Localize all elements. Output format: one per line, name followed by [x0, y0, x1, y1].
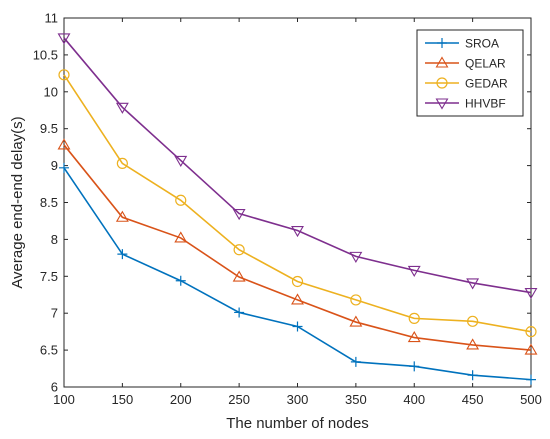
legend-label-qelar: QELAR — [465, 57, 506, 71]
data-point-sroa — [350, 356, 361, 367]
data-point-hhvbf — [407, 265, 421, 277]
series-qelar — [57, 138, 538, 355]
x-tick-label: 450 — [462, 392, 484, 407]
legend-marker-sroa — [437, 38, 447, 48]
data-point-hhvbf — [349, 251, 363, 263]
data-point-gedar — [291, 275, 304, 288]
y-tick-label: 6.5 — [40, 343, 58, 358]
legend-marker-hhvbf — [435, 98, 449, 110]
data-point-gedar — [233, 244, 245, 256]
data-point-qelar — [291, 293, 304, 305]
legend-marker-gedar — [436, 77, 448, 89]
x-tick-label: 400 — [403, 392, 425, 407]
legend-box — [416, 29, 524, 117]
data-point-qelar — [57, 138, 71, 150]
data-point-qelar — [115, 210, 129, 222]
data-point-sroa — [117, 249, 128, 260]
x-tick-label: 250 — [228, 392, 250, 407]
x-tick-label: 300 — [287, 392, 309, 407]
data-point-gedar — [408, 312, 420, 324]
data-point-qelar — [349, 315, 363, 327]
series-line-gedar — [63, 74, 532, 333]
data-point-qelar — [407, 330, 421, 343]
series-line-hhvbf — [63, 37, 532, 294]
data-point-sroa — [234, 307, 245, 318]
data-point-gedar — [116, 157, 128, 169]
y-tick-label: 7.5 — [40, 269, 58, 284]
legend-label-gedar: GEDAR — [465, 77, 508, 91]
data-point-gedar — [525, 326, 537, 338]
data-point-hhvbf — [174, 155, 188, 168]
data-point-sroa — [409, 361, 420, 372]
data-point-hhvbf — [232, 209, 246, 221]
data-point-qelar — [174, 231, 188, 243]
data-point-sroa — [467, 370, 478, 381]
data-point-hhvbf — [291, 225, 304, 238]
series-line-qelar — [63, 144, 532, 351]
data-point-gedar — [58, 69, 70, 81]
x-tick-label: 150 — [112, 392, 134, 407]
data-point-sroa — [292, 321, 303, 332]
x-axis-label: The number of nodes — [226, 415, 369, 432]
x-tick-label: 500 — [520, 392, 542, 407]
data-point-hhvbf — [57, 33, 71, 45]
legend-item-gedar: GEDAR — [425, 77, 508, 91]
x-tick-label: 100 — [53, 392, 75, 407]
x-tick-label: 200 — [170, 392, 192, 407]
data-point-sroa — [59, 162, 69, 173]
y-tick-label: 10.5 — [33, 47, 58, 62]
legend-item-qelar: QELAR — [425, 56, 506, 71]
legend-item-hhvbf: HHVBF — [425, 97, 506, 111]
y-tick-label: 8 — [51, 232, 58, 247]
y-tick-label: 11 — [45, 11, 59, 26]
y-axis-label: Average end-end delay(s) — [9, 116, 26, 288]
data-point-qelar — [232, 270, 246, 282]
data-point-hhvbf — [524, 287, 538, 300]
plot-area: 100 150 200 250 300 350 400 450 500 6 6.5 7 7.5 8 8.5 9… — [33, 11, 542, 408]
data-point-qelar — [466, 338, 480, 350]
legend-marker-qelar — [435, 56, 449, 68]
y-tick-label: 10 — [44, 84, 58, 99]
legend: SROA QELAR GEDAR HHVBF — [416, 29, 524, 117]
data-point-gedar — [350, 294, 362, 306]
data-point-qelar — [524, 343, 538, 355]
y-tick-label: 6 — [51, 380, 58, 395]
y-tick-label: 9.5 — [40, 121, 58, 136]
data-point-gedar — [467, 315, 479, 327]
legend-label-sroa: SROA — [465, 37, 499, 51]
data-point-hhvbf — [466, 278, 480, 290]
x-tick-label: 350 — [345, 392, 367, 407]
series-hhvbf — [57, 33, 538, 300]
data-point-sroa — [526, 374, 536, 385]
legend-item-sroa: SROA — [425, 37, 499, 51]
y-tick-label: 8.5 — [40, 195, 58, 210]
data-point-gedar — [175, 194, 187, 206]
legend-label-hhvbf: HHVBF — [465, 97, 506, 111]
data-point-sroa — [175, 275, 186, 286]
series-gedar — [58, 69, 537, 338]
data-point-hhvbf — [115, 102, 129, 114]
y-tick-label: 7 — [51, 306, 58, 321]
y-tick-label: 9 — [51, 158, 58, 173]
series-sroa — [59, 162, 536, 385]
